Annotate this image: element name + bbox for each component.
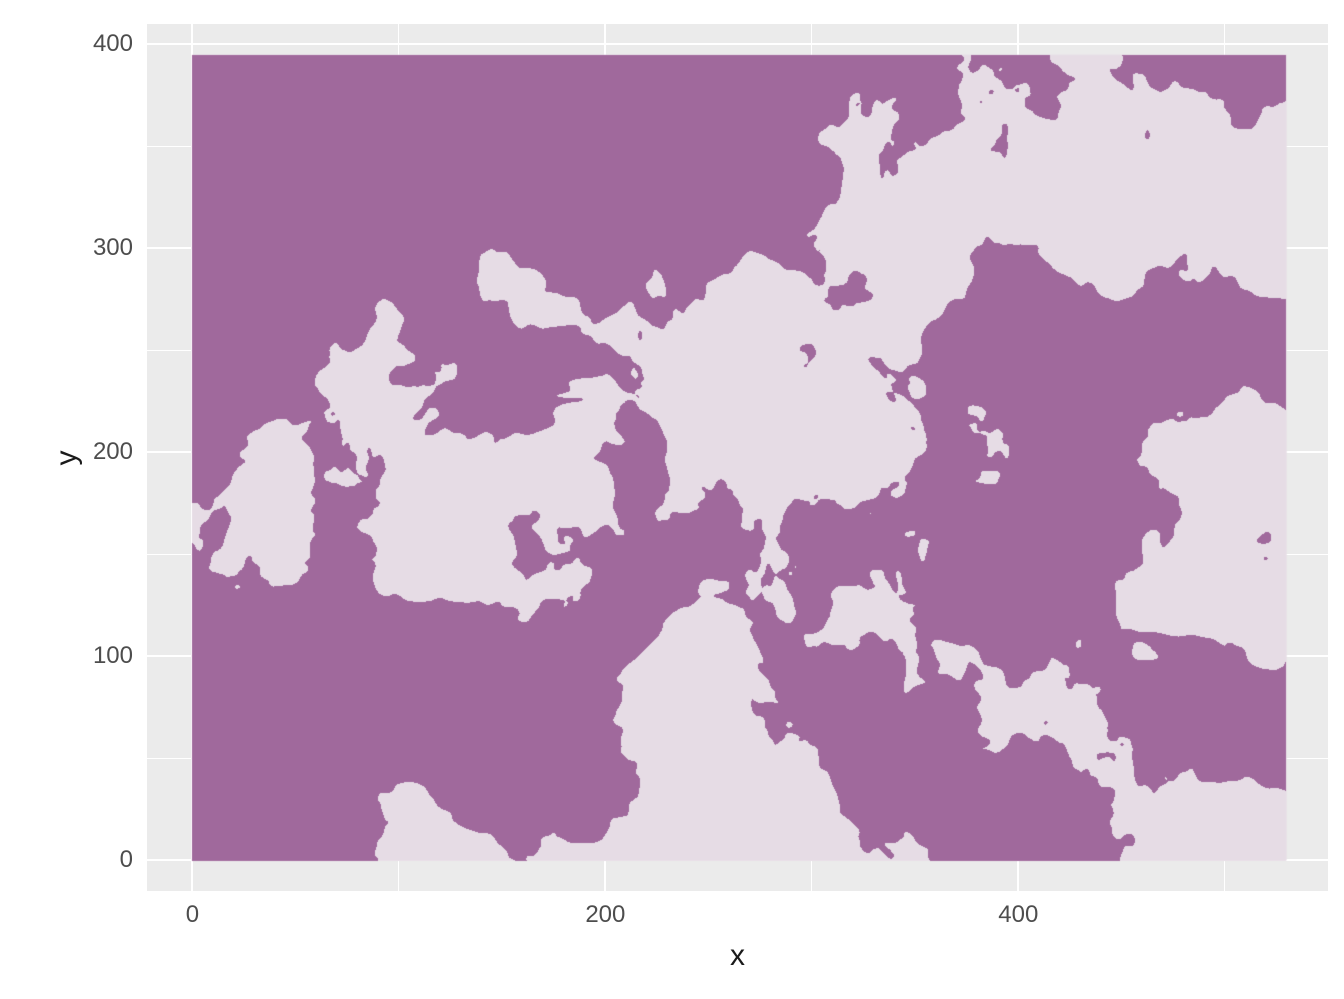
y-tick-label: 100 (93, 642, 133, 670)
y-tick-label: 400 (93, 30, 133, 58)
y-tick-label: 0 (120, 846, 133, 874)
x-tick-label: 0 (186, 901, 199, 929)
raster-layer (147, 24, 1328, 891)
x-axis-title: x (730, 939, 745, 973)
y-tick-label: 200 (93, 438, 133, 466)
x-tick-label: 200 (585, 901, 625, 929)
y-tick-label: 300 (93, 234, 133, 262)
plot-panel (147, 24, 1328, 891)
figure: 0 200 400 0 100 200 300 400 x y (0, 0, 1344, 999)
y-axis-title: y (50, 450, 84, 465)
x-tick-label: 400 (998, 901, 1038, 929)
